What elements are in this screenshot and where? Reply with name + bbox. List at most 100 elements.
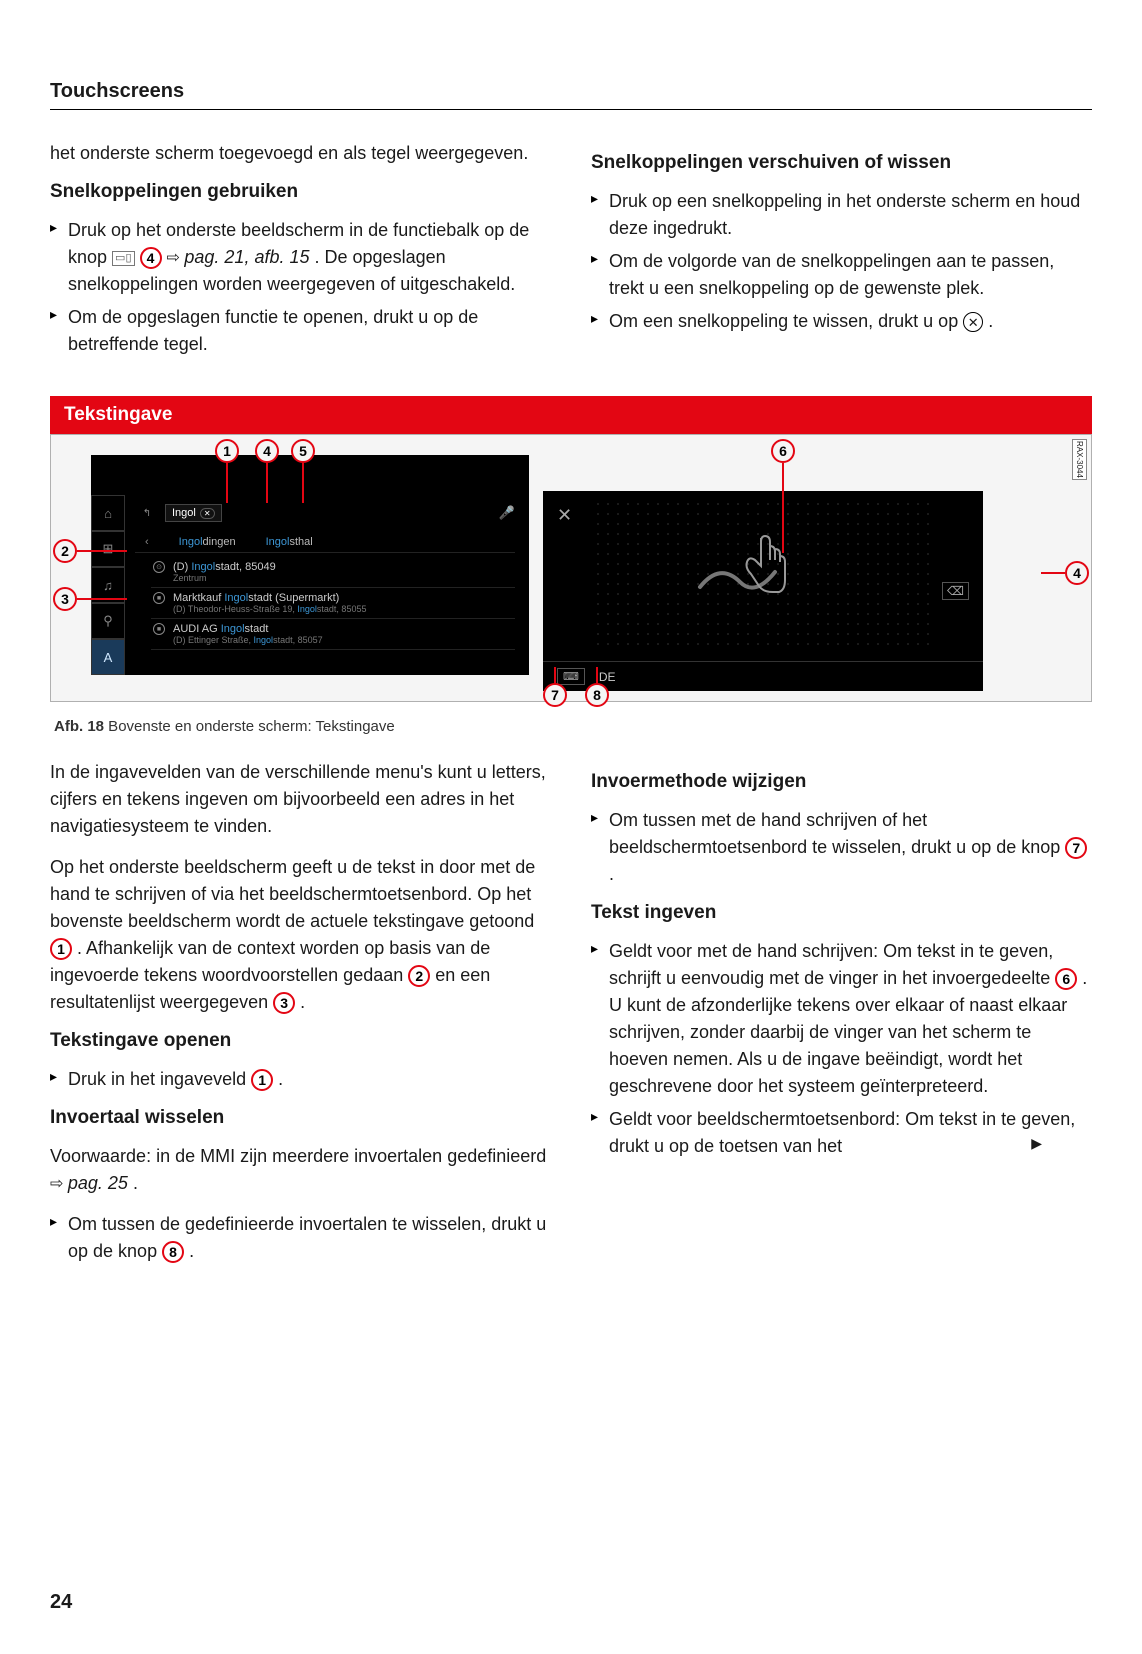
results-list: ⊙ (D) Ingolstadt, 85049 Zentrum ■ Marktk… bbox=[151, 557, 515, 650]
caption-label: Afb. 18 bbox=[54, 718, 104, 735]
text-input-icon[interactable]: A bbox=[91, 639, 125, 675]
list-bullet-icon: ■ bbox=[153, 623, 165, 635]
handwriting-area[interactable] bbox=[593, 499, 933, 651]
page-ref: pag. 21, afb. 15 bbox=[184, 247, 309, 267]
list-item: Druk op een snelkoppeling in het onderst… bbox=[591, 188, 1092, 242]
text: . bbox=[988, 311, 993, 331]
text: Om een snelkoppeling te wissen, drukt u … bbox=[609, 311, 963, 331]
list-item: Om de opgeslagen functie te openen, druk… bbox=[50, 304, 551, 358]
input-value: Ingol bbox=[172, 507, 196, 519]
top-right-col: Snelkoppelingen verschuiven of wissen Dr… bbox=[591, 140, 1092, 372]
callout-ref-3: 3 bbox=[273, 992, 295, 1014]
figure-caption: Afb. 18 Bovenste en onderste scherm: Tek… bbox=[50, 710, 1092, 739]
callout-4-top: 4 bbox=[255, 439, 279, 463]
result-row[interactable]: ⊙ (D) Ingolstadt, 85049 Zentrum bbox=[151, 557, 515, 588]
callout-ref-6: 6 bbox=[1055, 968, 1077, 990]
callout-line bbox=[77, 598, 127, 600]
paragraph: Voorwaarde: in de MMI zijn meerdere invo… bbox=[50, 1143, 551, 1197]
list-item: Druk op het onderste beeldscherm in de f… bbox=[50, 217, 551, 298]
subhead-invoertaal-wisselen: Invoertaal wisselen bbox=[50, 1107, 551, 1129]
subhead-tekstingave-openen: Tekstingave openen bbox=[50, 1030, 551, 1052]
callout-ref-4: 4 bbox=[140, 247, 162, 269]
callout-ref-7: 7 bbox=[1065, 837, 1087, 859]
home-icon[interactable]: ⌂ bbox=[91, 495, 125, 531]
keyboard-toggle-icon[interactable]: ⌨ bbox=[557, 668, 585, 685]
input-row: ↰ Ingol ✕ 🎤 bbox=[135, 499, 515, 527]
paragraph: In de ingavevelden van de verschillende … bbox=[50, 759, 551, 840]
clear-input-icon[interactable]: ✕ bbox=[200, 508, 215, 519]
callout-1: 1 bbox=[215, 439, 239, 463]
result-row[interactable]: ■ Marktkauf Ingolstadt (Supermarkt) (D) … bbox=[151, 588, 515, 619]
callout-8: 8 bbox=[585, 683, 609, 707]
search-icon[interactable]: ⚲ bbox=[91, 603, 125, 639]
bottom-section: In de ingavevelden van de verschillende … bbox=[50, 759, 1092, 1279]
list-item: Om tussen de gedefinieerde invoertalen t… bbox=[50, 1211, 551, 1265]
callout-line bbox=[226, 463, 228, 503]
figure-18: RAX-3044 1 4 5 2 3 6 4 7 8 ⌂ ⊞ ♫ ⚲ A ↰ bbox=[50, 434, 1092, 702]
callout-line bbox=[77, 550, 127, 552]
top-section: het onderste scherm toegevoegd en als te… bbox=[50, 140, 1092, 372]
back-icon[interactable]: ↰ bbox=[135, 508, 159, 519]
callout-ref-2: 2 bbox=[408, 965, 430, 987]
close-icon[interactable]: ✕ bbox=[557, 505, 572, 526]
bottom-right-col: Invoermethode wijzigen Om tussen met de … bbox=[591, 759, 1092, 1279]
language-indicator[interactable]: DE bbox=[599, 670, 616, 684]
callout-line bbox=[302, 463, 304, 503]
callout-2: 2 bbox=[53, 539, 77, 563]
callout-ref-1: 1 bbox=[50, 938, 72, 960]
top-left-col: het onderste scherm toegevoegd en als te… bbox=[50, 140, 551, 372]
voice-icon[interactable]: 🎤 bbox=[499, 505, 515, 521]
bottom-bar: ⌨ DE bbox=[543, 661, 983, 691]
subhead-snelkoppelingen-gebruiken: Snelkoppelingen gebruiken bbox=[50, 181, 551, 203]
subhead-verschuiven-wissen: Snelkoppelingen verschuiven of wissen bbox=[591, 152, 1092, 174]
bottom-left-col: In de ingavevelden van de verschillende … bbox=[50, 759, 551, 1279]
callout-line bbox=[554, 667, 556, 683]
car-icon[interactable]: ⊞ bbox=[91, 531, 125, 567]
callout-6: 6 bbox=[771, 439, 795, 463]
list-item: Druk in het ingaveveld 1 . bbox=[50, 1066, 551, 1093]
page-ref: pag. 25 bbox=[68, 1173, 128, 1193]
caption-text: Bovenste en onderste scherm: Tekstingave bbox=[104, 718, 395, 735]
arrow-icon: ⇨ bbox=[167, 249, 185, 266]
list-item: Om tussen met de hand schrijven of het b… bbox=[591, 807, 1092, 888]
shortcut-icon: ▭▯ bbox=[112, 251, 134, 266]
paragraph: Op het onderste beeldscherm geeft u de t… bbox=[50, 854, 551, 1016]
arrow-icon: ⇨ bbox=[50, 1175, 68, 1192]
left-nav-icons: ⌂ ⊞ ♫ ⚲ A bbox=[91, 495, 125, 675]
callout-4-right: 4 bbox=[1065, 561, 1089, 585]
callout-5: 5 bbox=[291, 439, 315, 463]
suggestion-1[interactable]: Ingoldingen bbox=[179, 536, 236, 548]
callout-ref-8: 8 bbox=[162, 1241, 184, 1263]
backspace-icon[interactable]: ⌫ bbox=[942, 582, 969, 600]
suggestions-row: ‹ Ingoldingen Ingolsthal bbox=[135, 531, 515, 553]
text-input-field[interactable]: Ingol ✕ bbox=[165, 504, 222, 522]
callout-7: 7 bbox=[543, 683, 567, 707]
hand-pointer-icon bbox=[733, 532, 793, 602]
figure-code: RAX-3044 bbox=[1072, 439, 1087, 480]
delete-icon: ✕ bbox=[963, 312, 983, 332]
section-band-tekstingave: Tekstingave bbox=[50, 396, 1092, 434]
subhead-tekst-ingeven: Tekst ingeven bbox=[591, 902, 1092, 924]
callout-line bbox=[266, 463, 268, 503]
callout-ref-1: 1 bbox=[251, 1069, 273, 1091]
page-header: Touchscreens bbox=[50, 80, 1092, 110]
callout-line bbox=[596, 667, 598, 683]
callout-line bbox=[1041, 572, 1065, 574]
list-item: Geldt voor beeldschermtoetsenbord: Om te… bbox=[591, 1106, 1092, 1160]
lower-screen: ✕ ⌫ ⌨ DE bbox=[543, 491, 983, 691]
list-item: Om de volgorde van de snelkoppelingen aa… bbox=[591, 248, 1092, 302]
list-item: Om een snelkoppeling te wissen, drukt u … bbox=[591, 308, 1092, 335]
upper-screen: ⌂ ⊞ ♫ ⚲ A ↰ Ingol ✕ 🎤 ‹ Ingoldingen Ingo… bbox=[91, 455, 529, 675]
target-icon: ⊙ bbox=[153, 561, 165, 573]
result-row[interactable]: ■ AUDI AG Ingolstadt (D) Ettinger Straße… bbox=[151, 619, 515, 650]
page-number: 24 bbox=[50, 1591, 72, 1614]
list-bullet-icon: ■ bbox=[153, 592, 165, 604]
subhead-invoermethode-wijzigen: Invoermethode wijzigen bbox=[591, 771, 1092, 793]
continued-icon: ▶ bbox=[1031, 1133, 1042, 1154]
intro-text: het onderste scherm toegevoegd en als te… bbox=[50, 140, 551, 167]
callout-3: 3 bbox=[53, 587, 77, 611]
suggestion-2[interactable]: Ingolsthal bbox=[266, 536, 313, 548]
callout-line bbox=[782, 463, 784, 553]
chevron-left-icon[interactable]: ‹ bbox=[145, 536, 149, 548]
list-item: Geldt voor met de hand schrijven: Om tek… bbox=[591, 938, 1092, 1100]
